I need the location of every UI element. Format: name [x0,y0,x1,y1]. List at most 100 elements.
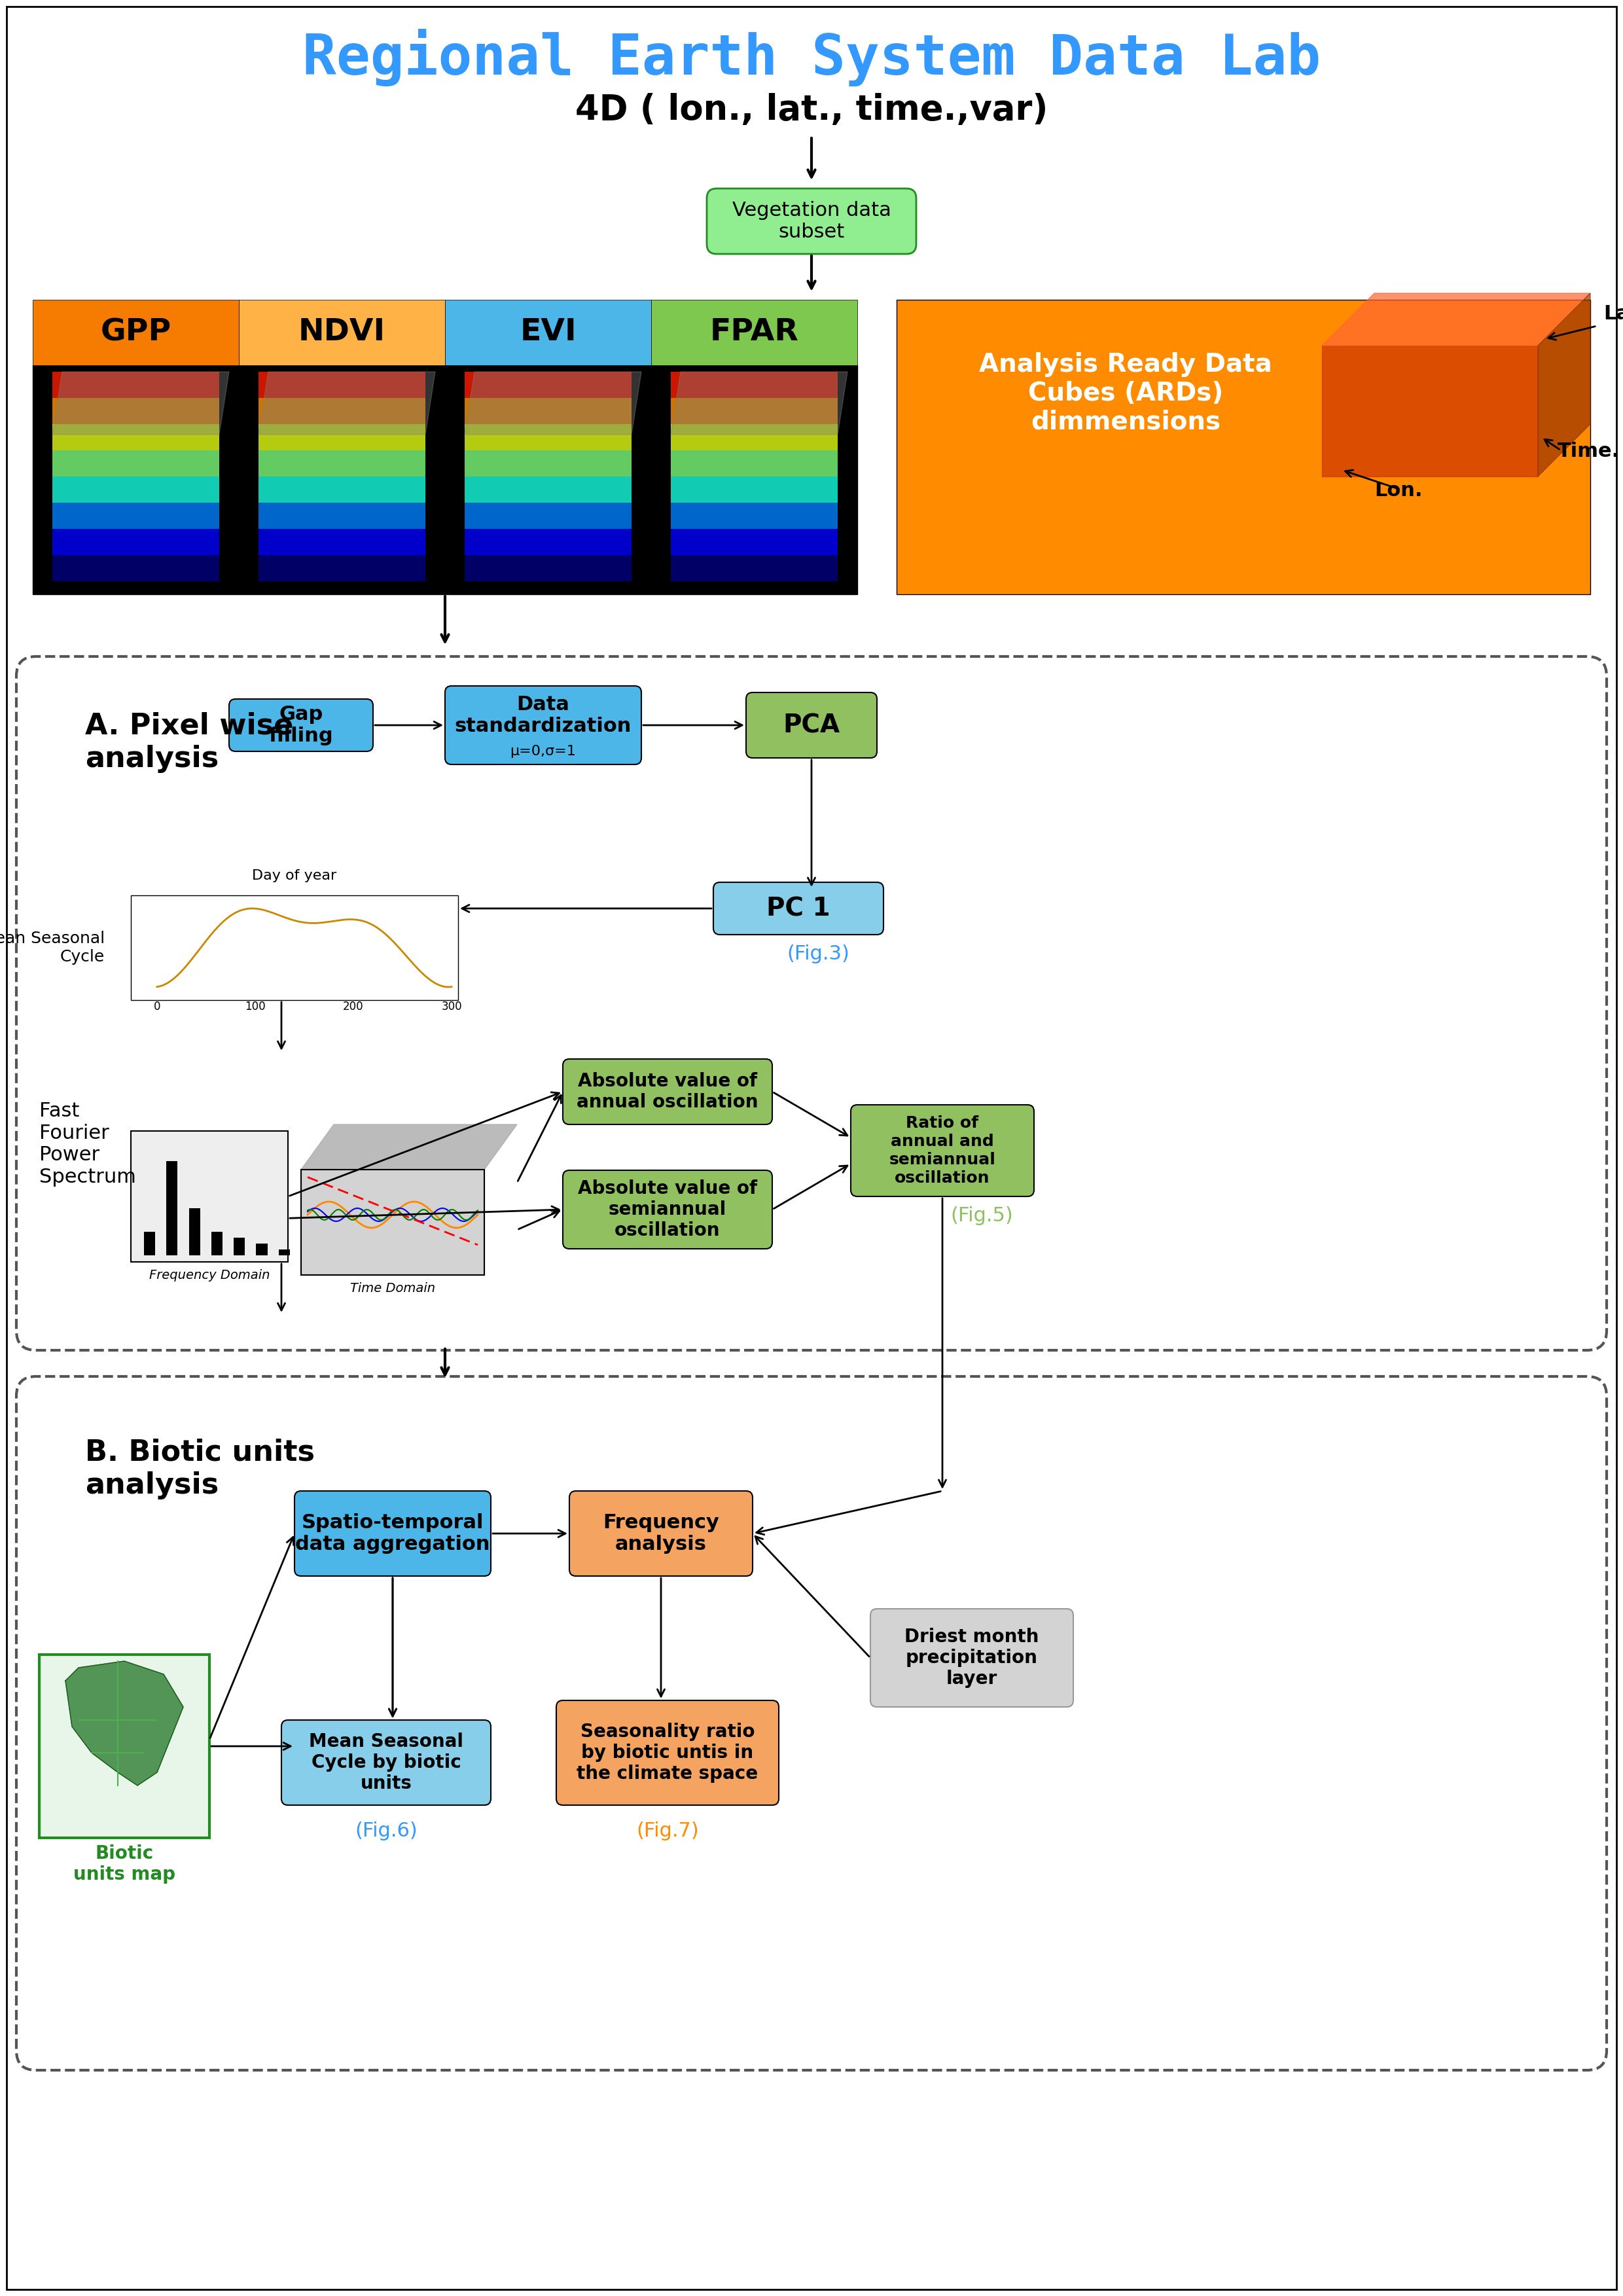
Bar [445,301,651,365]
Text: Frequency Domain: Frequency Domain [149,1270,269,1281]
Text: PC 1: PC 1 [766,895,831,921]
Bar [279,1249,291,1256]
Bar [52,528,219,556]
Text: A. Pixel wise
analysis: A. Pixel wise analysis [84,712,294,774]
FancyBboxPatch shape [706,188,917,255]
Bar [32,365,857,595]
Bar [464,556,631,581]
Bar [464,450,631,478]
Text: Gap
filling: Gap filling [269,705,333,746]
Bar [239,301,445,365]
Text: 100: 100 [245,1001,266,1013]
Text: Regional Earth System Data Lab: Regional Earth System Data Lab [302,30,1321,87]
FancyBboxPatch shape [563,1171,773,1249]
Bar [211,1231,222,1256]
Polygon shape [1539,294,1591,478]
FancyBboxPatch shape [570,1490,753,1575]
Polygon shape [65,1660,183,1786]
FancyBboxPatch shape [294,1490,490,1575]
Text: Mean Seasonal
Cycle by biotic
units: Mean Seasonal Cycle by biotic units [308,1731,463,1793]
Polygon shape [300,1169,484,1274]
Text: Frequency
analysis: Frequency analysis [602,1513,719,1554]
Bar [52,503,219,528]
FancyBboxPatch shape [714,882,883,934]
Text: 4D ( lon., lat., time.,var): 4D ( lon., lat., time.,var) [575,92,1048,126]
Text: 200: 200 [342,1001,364,1013]
Bar [234,1238,245,1256]
Polygon shape [300,1125,518,1169]
Bar [464,372,631,397]
Bar [52,478,219,503]
Bar [670,528,837,556]
Text: Absolute value of
semiannual
oscillation: Absolute value of semiannual oscillation [578,1180,758,1240]
Bar [464,397,631,425]
Bar [464,425,631,450]
Bar [52,556,219,581]
Bar [464,478,631,503]
Text: Vegetation data
subset: Vegetation data subset [732,200,891,241]
Text: Mean Seasonal
Cycle: Mean Seasonal Cycle [0,930,105,964]
Polygon shape [464,372,641,434]
Bar [670,450,837,478]
Bar [896,301,1591,595]
Text: Fast
Fourier
Power
Spectrum: Fast Fourier Power Spectrum [39,1102,136,1187]
Text: Lat.: Lat. [1604,305,1623,324]
Bar [258,450,425,478]
Polygon shape [52,372,229,434]
Text: Time Domain: Time Domain [351,1281,435,1295]
Text: Driest month
precipitation
layer: Driest month precipitation layer [904,1628,1039,1688]
Bar [52,397,219,425]
Text: Absolute value of
annual oscillation: Absolute value of annual oscillation [576,1072,758,1111]
Bar [258,478,425,503]
Text: Analysis Ready Data
Cubes (ARDs)
dimmensions: Analysis Ready Data Cubes (ARDs) dimmens… [979,351,1272,434]
Polygon shape [1323,294,1591,347]
Bar [258,556,425,581]
Text: Seasonality ratio
by biotic untis in
the climate space: Seasonality ratio by biotic untis in the… [576,1722,758,1784]
Polygon shape [1323,347,1539,478]
FancyBboxPatch shape [281,1720,490,1805]
Bar [258,425,425,450]
Text: (Fig.3): (Fig.3) [787,944,849,964]
Bar [670,503,837,528]
Bar [670,397,837,425]
Text: PCA: PCA [782,712,841,737]
Text: GPP: GPP [101,317,170,347]
Text: Ratio of
annual and
semiannual
oscillation: Ratio of annual and semiannual oscillati… [889,1116,995,1185]
Bar [670,478,837,503]
Bar [258,503,425,528]
Text: (Fig.7): (Fig.7) [636,1821,700,1841]
Bar [39,1655,209,1837]
Text: Time.: Time. [1558,441,1620,461]
Text: (Fig.6): (Fig.6) [355,1821,417,1841]
Text: (Fig.5): (Fig.5) [951,1208,1013,1226]
Bar [464,528,631,556]
Text: 300: 300 [441,1001,463,1013]
Bar [32,301,239,365]
Polygon shape [670,372,847,434]
Text: NDVI: NDVI [299,317,386,347]
Bar [651,301,857,365]
Bar [52,450,219,478]
Text: B. Biotic units
analysis: B. Biotic units analysis [84,1440,315,1499]
Bar [258,372,425,397]
Bar [464,503,631,528]
FancyBboxPatch shape [445,687,641,765]
Bar [256,1244,268,1256]
Bar [131,895,458,1001]
FancyBboxPatch shape [229,698,373,751]
Text: Day of year: Day of year [252,870,338,882]
Polygon shape [258,372,435,434]
Text: Data
standardization: Data standardization [454,696,631,735]
FancyBboxPatch shape [850,1104,1034,1196]
Bar [258,528,425,556]
Text: 0: 0 [154,1001,161,1013]
Bar [300,1169,484,1274]
FancyBboxPatch shape [747,693,876,758]
Bar [144,1231,156,1256]
Text: Spatio-temporal
data aggregation: Spatio-temporal data aggregation [295,1513,490,1554]
Bar [131,1132,287,1263]
Text: Lon.: Lon. [1375,482,1422,501]
Bar [670,372,837,397]
Text: μ=0,σ=1: μ=0,σ=1 [510,744,576,758]
Text: Biotic
units map: Biotic units map [73,1844,175,1883]
